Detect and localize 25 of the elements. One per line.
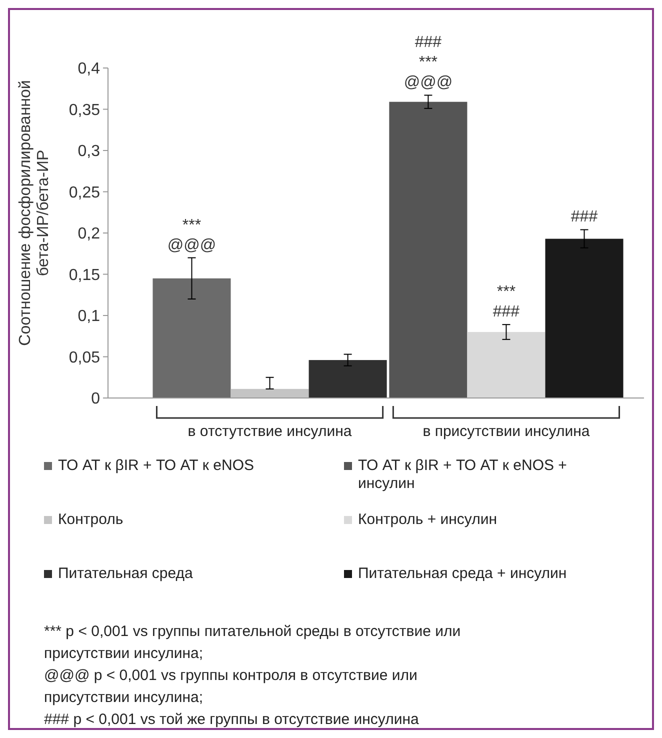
y-tick-label: 0,3: [78, 143, 100, 160]
text: @@@ p < 0,001 vs группы контроля в отсутствие или присутствии инсулина;: [44, 667, 418, 706]
legend-label: Питательная среда: [58, 565, 194, 582]
text: *** p < 0,001 vs группы питательной среды в отсутствие или присутствии инсулина;: [44, 623, 461, 662]
text: ### p < 0,001 vs той же группы в отсутствие инсулина: [44, 711, 420, 728]
legend-label: ТО АТ к βIR + ТО АТ к eNOS + инсулин: [358, 457, 568, 492]
data-label: *** @@@: [167, 216, 216, 254]
y-axis-title: Соотношение фосфорилированной бета-ИР/бета-ИР: [17, 80, 52, 346]
y-tick-label: 0: [91, 390, 100, 408]
x-tick-label: в отстутствие инсулина: [188, 423, 352, 440]
legend-label: Питательная среда + инсулин: [358, 565, 567, 582]
data-label: *** ###: [492, 284, 520, 321]
legend-label: ТО АТ к βIR + ТО АТ к eNOS: [58, 457, 254, 474]
y-tick-label: 0,4: [78, 60, 100, 78]
legend-label: Контроль + инсулин: [358, 511, 497, 528]
y-tick-label: 0,35: [68, 102, 100, 119]
y-tick-label: 0,25: [68, 184, 100, 202]
data-label: ### *** @@@: [404, 34, 453, 92]
legend-label: Контроль: [58, 511, 124, 528]
y-tick-label: 0,2: [78, 226, 100, 243]
x-tick-label: в присутствии инсулина: [422, 423, 590, 440]
y-tick-label: 0,1: [78, 308, 100, 326]
y-tick-label: 0,05: [68, 349, 100, 366]
data-label: ###: [570, 208, 598, 226]
y-tick-label: 0,15: [68, 266, 100, 284]
